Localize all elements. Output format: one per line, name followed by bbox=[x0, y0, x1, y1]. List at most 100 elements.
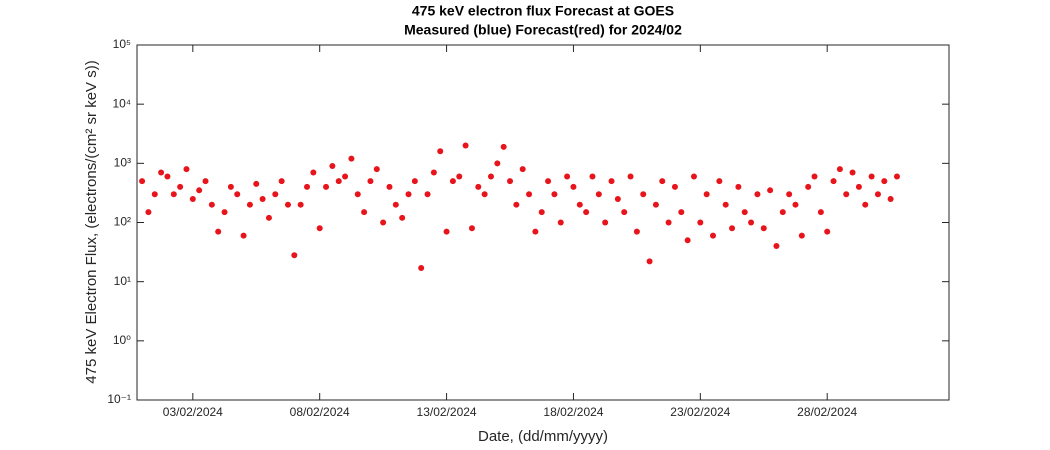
data-point bbox=[304, 183, 311, 190]
data-point bbox=[361, 209, 368, 216]
data-point bbox=[710, 232, 717, 239]
data-point bbox=[215, 228, 222, 235]
data-point bbox=[487, 173, 494, 180]
data-point bbox=[665, 219, 672, 226]
data-point bbox=[557, 219, 564, 226]
data-point bbox=[551, 191, 558, 198]
data-point bbox=[196, 187, 203, 194]
data-point bbox=[697, 219, 704, 226]
data-point bbox=[602, 219, 609, 226]
data-point bbox=[253, 180, 260, 187]
data-point bbox=[481, 191, 488, 198]
data-point bbox=[576, 201, 583, 208]
x-tick-label: 13/02/2024 bbox=[417, 405, 477, 419]
data-point bbox=[177, 183, 184, 190]
data-point bbox=[836, 166, 843, 173]
x-tick-label: 18/02/2024 bbox=[543, 405, 603, 419]
data-point bbox=[462, 142, 469, 149]
data-point bbox=[671, 183, 678, 190]
y-tick-label: 10² bbox=[114, 215, 131, 229]
data-point bbox=[342, 173, 349, 180]
data-point bbox=[227, 183, 234, 190]
data-point bbox=[418, 265, 425, 272]
data-point bbox=[380, 219, 387, 226]
data-point bbox=[519, 166, 526, 173]
y-tick-label: 10⁴ bbox=[112, 96, 131, 110]
data-point bbox=[291, 252, 298, 259]
data-point bbox=[805, 183, 812, 190]
data-point bbox=[564, 173, 571, 180]
data-point bbox=[158, 169, 165, 176]
data-point bbox=[646, 258, 653, 265]
data-point bbox=[246, 201, 253, 208]
data-point bbox=[259, 195, 266, 202]
data-point bbox=[367, 178, 374, 185]
data-point bbox=[798, 232, 805, 239]
y-tick-label: 10⁵ bbox=[113, 37, 131, 51]
data-point bbox=[373, 166, 380, 173]
data-point bbox=[824, 228, 831, 235]
data-point bbox=[893, 173, 900, 180]
data-point bbox=[240, 232, 247, 239]
data-point bbox=[354, 191, 361, 198]
data-point bbox=[741, 209, 748, 216]
y-tick-label: 10¹ bbox=[114, 274, 131, 288]
chart-subtitle: Measured (blue) Forecast(red) for 2024/0… bbox=[404, 22, 682, 38]
x-tick-label: 08/02/2024 bbox=[290, 405, 350, 419]
data-point bbox=[786, 191, 793, 198]
data-point bbox=[735, 183, 742, 190]
data-point bbox=[874, 191, 881, 198]
data-point bbox=[430, 169, 437, 176]
data-point bbox=[881, 178, 888, 185]
data-point bbox=[208, 201, 215, 208]
data-point bbox=[614, 195, 621, 202]
data-point bbox=[170, 191, 177, 198]
data-point bbox=[272, 191, 279, 198]
data-point bbox=[399, 214, 406, 221]
data-point bbox=[443, 228, 450, 235]
data-point bbox=[151, 191, 158, 198]
data-point bbox=[862, 201, 869, 208]
data-point bbox=[570, 183, 577, 190]
data-point bbox=[703, 191, 710, 198]
data-point bbox=[684, 237, 691, 244]
data-point bbox=[855, 183, 862, 190]
data-point bbox=[234, 191, 241, 198]
data-point bbox=[164, 173, 171, 180]
data-point bbox=[507, 178, 514, 185]
data-point bbox=[729, 225, 736, 232]
y-tick-label: 10³ bbox=[114, 156, 131, 170]
data-point bbox=[386, 183, 393, 190]
data-point bbox=[627, 173, 634, 180]
y-tick-label: 10⁰ bbox=[113, 333, 131, 347]
data-point bbox=[659, 178, 666, 185]
data-point bbox=[722, 201, 729, 208]
data-point bbox=[265, 214, 272, 221]
data-point bbox=[278, 178, 285, 185]
x-axis-label: Date, (dd/mm/yyyy) bbox=[478, 428, 608, 445]
data-point bbox=[437, 148, 444, 155]
y-tick-label: 10⁻¹ bbox=[107, 392, 131, 406]
data-point bbox=[449, 178, 456, 185]
data-point bbox=[316, 225, 323, 232]
data-point bbox=[392, 201, 399, 208]
data-point bbox=[189, 195, 196, 202]
data-point bbox=[792, 201, 799, 208]
data-point bbox=[811, 173, 818, 180]
x-tick-label: 03/02/2024 bbox=[163, 405, 223, 419]
data-point bbox=[754, 191, 761, 198]
data-point bbox=[405, 191, 412, 198]
data-point bbox=[538, 209, 545, 216]
x-tick-label: 23/02/2024 bbox=[670, 405, 730, 419]
data-point bbox=[843, 191, 850, 198]
data-point bbox=[633, 228, 640, 235]
data-point bbox=[329, 163, 336, 170]
data-point bbox=[456, 173, 463, 180]
data-point bbox=[589, 173, 596, 180]
data-point bbox=[621, 209, 628, 216]
data-point bbox=[221, 209, 228, 216]
data-point bbox=[513, 201, 520, 208]
x-tick-label: 28/02/2024 bbox=[797, 405, 857, 419]
data-point bbox=[652, 201, 659, 208]
data-point bbox=[139, 178, 146, 185]
